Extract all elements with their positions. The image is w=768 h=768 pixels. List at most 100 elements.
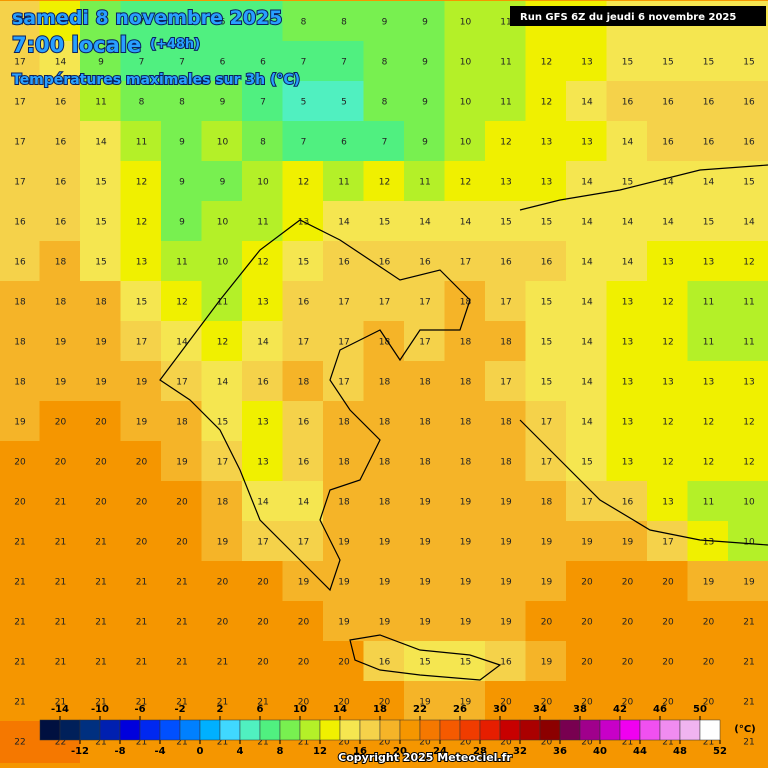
cell xyxy=(485,201,527,243)
cell xyxy=(39,401,82,443)
cell xyxy=(120,641,163,683)
grid-value: 21 xyxy=(703,738,714,748)
cell xyxy=(242,1,284,43)
cell xyxy=(39,161,82,203)
cell xyxy=(282,521,325,563)
cell xyxy=(323,401,365,443)
legend-swatch xyxy=(459,719,481,741)
grid-value: 19 xyxy=(703,578,715,588)
grid-value: 9 xyxy=(422,98,428,108)
grid-value: 19 xyxy=(419,618,431,628)
cell xyxy=(606,521,649,563)
legend-swatch xyxy=(679,719,701,741)
grid-value: 21 xyxy=(176,578,187,588)
grid-value: 18 xyxy=(500,338,512,348)
grid-value: 16 xyxy=(14,218,26,228)
cell xyxy=(363,561,406,603)
grid-value: 16 xyxy=(622,98,634,108)
grid-value: 20 xyxy=(298,618,310,628)
cell xyxy=(120,161,163,203)
grid-value: 13 xyxy=(622,418,633,428)
grid-value: 15 xyxy=(500,218,511,228)
grid-value: 15 xyxy=(703,58,714,68)
grid-value: 17 xyxy=(541,458,552,468)
grid-value: 18 xyxy=(55,298,67,308)
grid-value: 21 xyxy=(14,578,25,588)
grid-value: 21 xyxy=(95,578,106,588)
grid-value: 20 xyxy=(703,658,715,668)
grid-value: 13 xyxy=(622,378,633,388)
cell xyxy=(282,81,325,123)
grid-value: 14 xyxy=(581,258,593,268)
grid-value: 19 xyxy=(541,658,553,668)
cell xyxy=(323,441,365,483)
grid-value: 14 xyxy=(622,258,634,268)
cell xyxy=(242,681,284,723)
legend-swatch xyxy=(319,719,341,741)
cell xyxy=(444,121,487,163)
cell xyxy=(485,81,527,123)
grid-value: 21 xyxy=(136,658,147,668)
cell xyxy=(0,281,41,323)
cell xyxy=(566,481,608,523)
legend-label: 34 xyxy=(533,704,547,715)
cell xyxy=(647,241,689,283)
grid-value: 21 xyxy=(217,698,228,708)
legend-swatch xyxy=(519,719,541,741)
grid-value: 16 xyxy=(743,138,755,148)
grid-value: 18 xyxy=(419,378,431,388)
grid-value: 11 xyxy=(419,178,430,188)
grid-value: 15 xyxy=(136,298,147,308)
grid-value: 11 xyxy=(743,298,754,308)
cell xyxy=(687,361,730,403)
grid-value: 14 xyxy=(581,418,593,428)
cell xyxy=(444,601,487,643)
cell xyxy=(606,321,649,363)
cell xyxy=(39,121,82,163)
grid-value: 7 xyxy=(139,18,145,28)
cell xyxy=(485,481,527,523)
cell xyxy=(647,521,689,563)
cell xyxy=(404,241,446,283)
cell xyxy=(687,601,730,643)
grid-value: 14 xyxy=(743,218,755,228)
grid-value: 19 xyxy=(743,578,755,588)
cell xyxy=(363,681,406,723)
grid-value: 17 xyxy=(136,338,147,348)
cell xyxy=(242,81,284,123)
grid-value: 6 xyxy=(341,138,347,148)
grid-value: 10 xyxy=(460,58,472,68)
grid-value: 21 xyxy=(95,738,106,748)
cell xyxy=(80,241,122,283)
cell xyxy=(323,41,365,83)
grid-value: 15 xyxy=(419,658,430,668)
grid-value: 12 xyxy=(176,298,187,308)
cell xyxy=(485,441,527,483)
grid-value: 21 xyxy=(14,698,25,708)
cell xyxy=(80,481,122,523)
legend-label: 22 xyxy=(413,704,427,715)
cell xyxy=(728,241,768,283)
grid-value: 17 xyxy=(176,378,187,388)
grid-value: 16 xyxy=(379,258,391,268)
cell xyxy=(485,681,527,723)
grid-value: 9 xyxy=(220,98,226,108)
cell xyxy=(566,281,608,323)
grid-value: 20 xyxy=(379,738,391,748)
cell xyxy=(647,41,689,83)
grid-value: 17 xyxy=(338,338,349,348)
legend-label: 52 xyxy=(713,746,727,757)
grid-value: 13 xyxy=(622,458,633,468)
cell xyxy=(282,161,325,203)
grid-value: 20 xyxy=(55,418,67,428)
grid-value: 18 xyxy=(298,378,310,388)
grid-value: 21 xyxy=(95,698,106,708)
legend-swatch xyxy=(419,719,441,741)
cell xyxy=(201,161,244,203)
grid-value: 19 xyxy=(136,418,148,428)
grid-value: 21 xyxy=(743,618,754,628)
grid-value: 15 xyxy=(541,298,552,308)
grid-value: 17 xyxy=(14,58,25,68)
cell xyxy=(0,161,41,203)
grid-value: 13 xyxy=(703,538,714,548)
